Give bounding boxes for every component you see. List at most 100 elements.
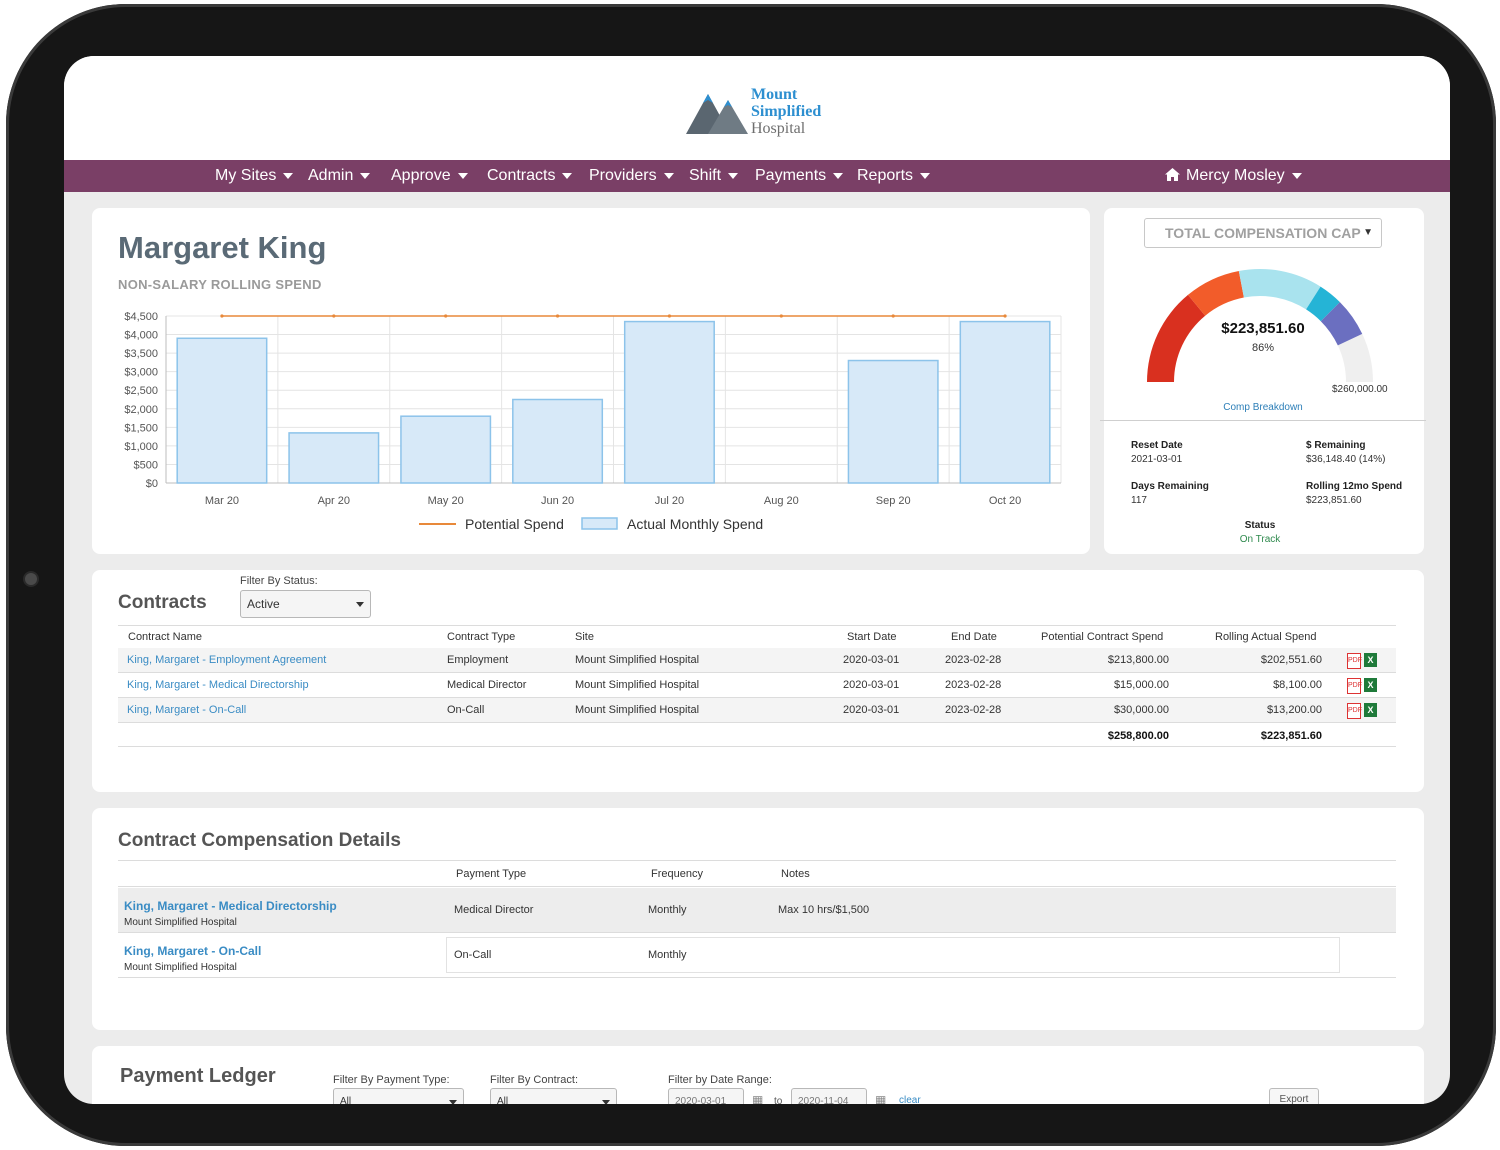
nav-contracts[interactable]: Contracts — [487, 160, 573, 192]
nav-user-menu[interactable]: Mercy Mosley — [1165, 160, 1302, 192]
contract-filter-select[interactable]: All — [490, 1088, 617, 1104]
divider — [118, 977, 1396, 978]
gauge-segment-light-blue — [1238, 269, 1321, 310]
payment-type-filter-select[interactable]: All — [333, 1088, 464, 1104]
export-button[interactable]: Export — [1269, 1088, 1319, 1104]
status-filter-select[interactable]: Active — [240, 590, 371, 618]
y-tick-label: $500 — [134, 459, 158, 471]
contract-end: 2023-02-28 — [945, 704, 1002, 716]
comp-contract-link[interactable]: King, Margaret - Medical Directorship — [124, 899, 337, 913]
col-payment-type: Payment Type — [456, 868, 527, 880]
gauge-segment-orange — [1187, 271, 1244, 316]
pdf-icon[interactable]: PDF — [1347, 678, 1362, 694]
bar-oct-20 — [959, 320, 1051, 484]
logo-text-hospital: Hospital — [751, 120, 806, 137]
col-start-date: Start Date — [847, 631, 897, 643]
contract-actual: $13,200.00 — [1266, 704, 1322, 716]
nav-admin-label: Admin — [308, 167, 354, 184]
y-tick-label: $2,000 — [124, 404, 158, 416]
pdf-icon[interactable]: PDF — [1347, 703, 1362, 719]
bar-sep-20 — [847, 359, 939, 484]
contract-type: Medical Director — [447, 679, 527, 691]
calendar-icon[interactable]: ▦ — [875, 1093, 887, 1104]
x-tick-label: Jul 20 — [655, 495, 684, 507]
screen: Mount Simplified Hospital My Sites Admin… — [64, 56, 1450, 1104]
contract-link[interactable]: King, Margaret - On-Call — [127, 704, 247, 716]
gauge-segment-purple — [1320, 302, 1363, 346]
contract-filter-label: Filter By Contract: — [490, 1074, 579, 1086]
comp-payment-type: On-Call — [454, 949, 492, 961]
nav-admin[interactable]: Admin — [308, 160, 371, 192]
total-potential: $258,800.00 — [1107, 730, 1169, 742]
contract-type: On-Call — [447, 704, 485, 716]
contract-type: Employment — [447, 654, 509, 666]
comp-detail-box — [446, 937, 1340, 973]
nav-providers[interactable]: Providers — [589, 160, 674, 192]
rolling-spend-value: $223,851.60 — [1306, 495, 1362, 506]
caret-down-icon — [457, 172, 468, 179]
legend-actual-label: Actual Monthly Spend — [627, 516, 763, 532]
bar-apr-20 — [288, 432, 380, 484]
payment-type-filter-label: Filter By Payment Type: — [333, 1074, 450, 1086]
contracts-card: Contracts Filter By Status: Active Contr… — [92, 570, 1424, 792]
potential-spend-point — [891, 314, 895, 318]
gauge-max: $260,000.00 — [1332, 384, 1388, 395]
caret-down-icon: ▼ — [1363, 227, 1373, 238]
x-tick-label: Oct 20 — [989, 495, 1021, 507]
cap-type-select-label: TOTAL COMPENSATION CAP — [1165, 225, 1361, 241]
provider-name: Margaret King — [118, 230, 327, 265]
calendar-icon[interactable]: ▦ — [752, 1093, 764, 1104]
gauge-segment-cyan — [1306, 286, 1340, 322]
pdf-icon[interactable]: PDF — [1347, 653, 1362, 669]
remaining-label: $ Remaining — [1306, 440, 1366, 451]
potential-spend-point — [667, 314, 672, 318]
logo-text-simplified: Simplified — [751, 103, 822, 120]
comp-contract-link[interactable]: King, Margaret - On-Call — [124, 944, 262, 958]
caret-down-icon — [356, 602, 364, 607]
bar-jun-20 — [512, 398, 604, 484]
tablet-frame: Mount Simplified Hospital My Sites Admin… — [6, 4, 1496, 1146]
contract-link[interactable]: King, Margaret - Medical Directorship — [127, 679, 309, 691]
hospital-logo[interactable]: Mount Simplified Hospital — [686, 86, 846, 140]
comp-breakdown-link[interactable]: Comp Breakdown — [1223, 402, 1303, 413]
y-tick-label: $2,500 — [124, 385, 158, 397]
excel-icon[interactable]: X — [1364, 703, 1377, 717]
nav-payments[interactable]: Payments — [755, 160, 844, 192]
comp-frequency: Monthly — [648, 904, 687, 916]
potential-spend-point — [779, 314, 783, 318]
export-icons: PDF X — [1347, 678, 1379, 694]
caret-down-icon — [562, 172, 573, 179]
clear-dates-link[interactable]: clear — [899, 1095, 921, 1104]
date-from-input[interactable]: 2020-03-01 — [668, 1088, 744, 1104]
x-tick-label: Aug 20 — [764, 495, 799, 507]
nav-my-sites[interactable]: My Sites — [215, 160, 294, 192]
caret-down-icon — [833, 172, 844, 179]
comp-notes: Max 10 hrs/$1,500 — [778, 904, 870, 916]
reset-date-value: 2021-03-01 — [1131, 454, 1183, 465]
nav-providers-label: Providers — [589, 167, 657, 184]
gauge-percent: 86% — [1251, 342, 1275, 354]
contract-link[interactable]: King, Margaret - Employment Agreement — [127, 654, 327, 666]
days-remaining-value: 117 — [1131, 495, 1147, 506]
nav-shift[interactable]: Shift — [689, 160, 739, 192]
rolling-spend-label: Rolling 12mo Spend — [1306, 481, 1403, 492]
divider — [118, 697, 1396, 698]
contract-potential: $15,000.00 — [1113, 679, 1169, 691]
table-row: King, Margaret - On-Call Mount Simplifie… — [118, 933, 1396, 977]
nav-approve[interactable]: Approve — [391, 160, 468, 192]
excel-icon[interactable]: X — [1364, 678, 1377, 692]
comp-details-card: Contract Compensation Details Payment Ty… — [92, 808, 1424, 1030]
date-to-input[interactable]: 2020-11-04 — [791, 1088, 867, 1104]
divider — [1100, 420, 1426, 421]
ledger-title: Payment Ledger — [120, 1065, 276, 1087]
excel-icon[interactable]: X — [1364, 653, 1377, 667]
caret-down-icon — [1291, 172, 1302, 179]
comp-details-title: Contract Compensation Details — [118, 830, 401, 851]
cap-type-select[interactable]: TOTAL COMPENSATION CAP ▼ — [1144, 218, 1382, 248]
caret-down-icon — [283, 172, 294, 179]
status-label: Status — [1244, 520, 1276, 531]
logo-text-mount: Mount — [751, 86, 798, 103]
bar-may-20 — [400, 415, 492, 484]
divider — [118, 672, 1396, 673]
nav-reports[interactable]: Reports — [857, 160, 931, 192]
